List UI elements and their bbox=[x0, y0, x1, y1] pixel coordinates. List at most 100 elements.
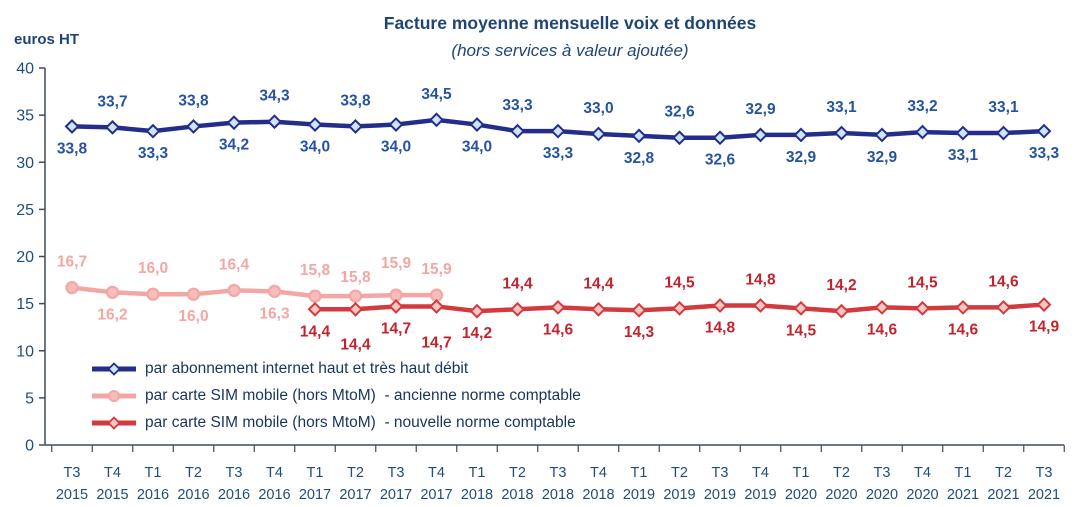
x-tick-quarter-label: T3 bbox=[1036, 465, 1053, 481]
data-point-internet bbox=[307, 117, 323, 132]
x-tick-quarter-label: T1 bbox=[145, 465, 162, 481]
x-tick-year-label: 2016 bbox=[137, 487, 169, 503]
x-tick-quarter-label: T4 bbox=[104, 465, 121, 481]
data-label-internet: 33,3 bbox=[1029, 145, 1060, 162]
data-point-sim-nouvelle bbox=[429, 299, 444, 314]
data-point-sim-ancienne bbox=[146, 287, 160, 301]
line-diamond-swatch-icon bbox=[92, 362, 136, 376]
data-label-sim-ancienne: 16,0 bbox=[178, 308, 208, 325]
x-tick-quarter-label: T3 bbox=[388, 465, 405, 481]
legend: par abonnement internet haut et très hau… bbox=[90, 357, 581, 435]
data-label-internet: 33,2 bbox=[907, 98, 937, 115]
data-point-sim-nouvelle bbox=[1036, 297, 1052, 312]
series-line-sim-ancienne bbox=[69, 285, 439, 299]
x-tick-year-label: 2018 bbox=[461, 487, 493, 503]
x-tick-year-label: 2017 bbox=[380, 487, 412, 503]
x-tick-year-label: 2020 bbox=[866, 487, 898, 503]
x-tick-year-label: 2020 bbox=[785, 487, 817, 503]
data-point-internet bbox=[631, 128, 647, 144]
data-label-internet: 32,9 bbox=[745, 101, 776, 118]
data-point-sim-ancienne bbox=[65, 281, 79, 295]
x-tick-year-label: 2017 bbox=[299, 487, 331, 503]
x-tick-quarter-label: T3 bbox=[226, 465, 243, 481]
data-label-internet: 33,1 bbox=[988, 99, 1019, 116]
data-label-internet: 33,8 bbox=[340, 92, 371, 109]
data-point-sim-nouvelle bbox=[550, 299, 566, 315]
data-point-internet bbox=[955, 125, 971, 141]
y-tick-label: 5 bbox=[25, 390, 34, 407]
data-label-internet: 34,2 bbox=[219, 137, 249, 154]
data-label-sim-nouvelle: 14,4 bbox=[300, 323, 331, 340]
x-tick-quarter-label: T4 bbox=[428, 465, 445, 481]
data-label-sim-ancienne: 16,2 bbox=[97, 306, 127, 323]
data-point-sim-nouvelle bbox=[631, 302, 647, 318]
data-label-sim-nouvelle: 14,6 bbox=[543, 321, 574, 338]
data-point-sim-ancienne bbox=[267, 284, 282, 298]
data-label-sim-nouvelle: 14,2 bbox=[462, 325, 492, 342]
data-label-internet: 33,3 bbox=[138, 145, 169, 162]
x-tick-year-label: 2017 bbox=[420, 487, 452, 503]
line-diamond-swatch-icon bbox=[92, 416, 136, 430]
x-tick-quarter-label: T1 bbox=[469, 465, 486, 481]
data-label-internet: 32,6 bbox=[705, 152, 736, 169]
legend-item-sim-nouvelle: par carte SIM mobile (hors MtoM) - nouve… bbox=[90, 411, 581, 435]
data-point-internet bbox=[105, 119, 120, 135]
data-label-internet: 34,5 bbox=[421, 86, 452, 103]
data-label-sim-nouvelle: 14,5 bbox=[907, 274, 938, 291]
x-tick-year-label: 2015 bbox=[56, 487, 88, 503]
data-label-sim-nouvelle: 14,7 bbox=[381, 320, 411, 337]
data-point-sim-ancienne bbox=[227, 283, 241, 298]
data-point-sim-nouvelle bbox=[348, 301, 363, 317]
x-tick-year-label: 2019 bbox=[744, 487, 776, 503]
y-tick-label: 20 bbox=[16, 249, 34, 266]
data-point-sim-ancienne bbox=[308, 289, 322, 303]
data-label-sim-ancienne: 16,3 bbox=[259, 305, 290, 322]
data-label-internet: 34,3 bbox=[259, 88, 290, 105]
x-tick-quarter-label: T4 bbox=[266, 465, 283, 481]
x-tick-year-label: 2019 bbox=[704, 487, 736, 503]
chart-title: Facture moyenne mensuelle voix et donnée… bbox=[383, 13, 757, 33]
data-label-sim-nouvelle: 14,5 bbox=[786, 322, 817, 339]
data-point-internet bbox=[64, 119, 80, 134]
data-point-sim-nouvelle bbox=[793, 300, 809, 316]
y-tick-label: 25 bbox=[16, 202, 34, 219]
x-tick-quarter-label: T2 bbox=[833, 465, 850, 481]
x-tick-quarter-label: T3 bbox=[712, 465, 729, 481]
data-point-internet bbox=[145, 123, 161, 139]
data-label-internet: 33,1 bbox=[826, 99, 857, 116]
x-tick-quarter-label: T1 bbox=[955, 465, 972, 481]
data-label-sim-nouvelle: 14,8 bbox=[745, 272, 776, 289]
data-point-sim-nouvelle bbox=[388, 299, 404, 314]
data-point-sim-ancienne bbox=[348, 289, 363, 303]
data-point-internet bbox=[874, 127, 890, 143]
data-point-sim-nouvelle bbox=[307, 301, 323, 317]
data-point-internet bbox=[348, 119, 363, 134]
data-label-sim-ancienne: 16,4 bbox=[219, 256, 250, 273]
data-point-internet bbox=[226, 115, 242, 131]
x-tick-year-label: 2021 bbox=[987, 487, 1019, 503]
data-point-sim-nouvelle bbox=[469, 303, 485, 319]
data-point-sim-nouvelle bbox=[874, 299, 890, 315]
data-label-sim-nouvelle: 14,2 bbox=[826, 277, 856, 294]
x-tick-year-label: 2017 bbox=[339, 487, 371, 503]
data-label-internet: 34,0 bbox=[462, 139, 492, 156]
x-tick-quarter-label: T2 bbox=[995, 465, 1012, 481]
x-tick-quarter-label: T2 bbox=[509, 465, 526, 481]
data-point-internet bbox=[267, 114, 282, 130]
legend-item-sim-ancienne: par carte SIM mobile (hors MtoM) - ancie… bbox=[90, 384, 581, 408]
x-tick-year-label: 2021 bbox=[1028, 487, 1060, 503]
x-tick-year-label: 2020 bbox=[906, 487, 938, 503]
data-point-internet bbox=[753, 127, 768, 143]
data-label-sim-nouvelle: 14,7 bbox=[421, 334, 451, 351]
x-tick-quarter-label: T4 bbox=[590, 465, 607, 481]
x-tick-year-label: 2019 bbox=[663, 487, 695, 503]
x-tick-year-label: 2019 bbox=[623, 487, 655, 503]
x-tick-quarter-label: T2 bbox=[671, 465, 688, 481]
x-tick-quarter-label: T1 bbox=[793, 465, 810, 481]
data-point-internet bbox=[712, 130, 728, 146]
x-tick-year-label: 2018 bbox=[582, 487, 614, 503]
x-tick-quarter-label: T3 bbox=[64, 465, 81, 481]
legend-label-sim-nouvelle: par carte SIM mobile (hors MtoM) - nouve… bbox=[145, 414, 576, 431]
data-label-sim-nouvelle: 14,4 bbox=[583, 275, 614, 292]
